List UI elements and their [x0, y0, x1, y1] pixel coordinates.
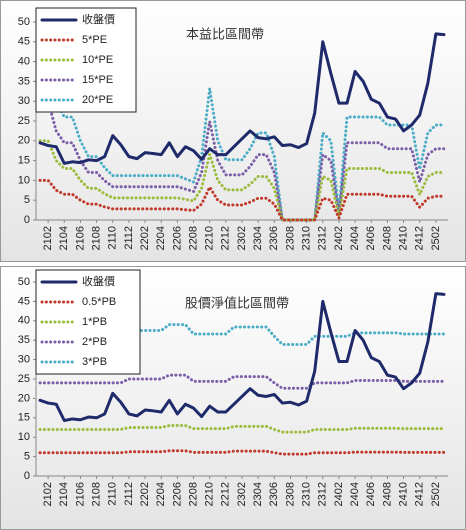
series-line — [38, 178, 446, 222]
y-tick-label: 15 — [18, 155, 30, 167]
x-tick-label: 2308 — [284, 482, 296, 506]
x-tick-label: 2304 — [252, 226, 264, 250]
x-tick-label: 2212 — [220, 226, 232, 250]
y-tick-label: 20 — [18, 135, 30, 147]
x-tick-label: 2406 — [365, 482, 377, 506]
x-tick-label: 2404 — [349, 226, 361, 250]
x-tick-label: 2402 — [333, 482, 345, 506]
x-tick-label: 2104 — [58, 482, 70, 506]
legend-label: 15*PE — [82, 74, 113, 86]
x-tick-label: 2312 — [317, 226, 329, 250]
x-tick-label: 2406 — [365, 226, 377, 250]
chart-title: 股價淨值比區間帶 — [185, 295, 289, 310]
x-tick-label: 2210 — [204, 482, 216, 506]
x-tick-label: 2208 — [187, 482, 199, 506]
x-tick-label: 2402 — [333, 226, 345, 250]
x-tick-label: 2310 — [301, 482, 313, 506]
series-line — [38, 32, 446, 165]
legend-label: 10*PE — [82, 54, 113, 66]
x-tick-label: 2202 — [139, 482, 151, 506]
x-tick-label: 2202 — [139, 226, 151, 250]
series-line — [38, 373, 446, 390]
y-tick-label: 40 — [18, 56, 30, 68]
x-tick-label: 2306 — [268, 482, 280, 506]
x-tick-label: 2204 — [155, 482, 167, 506]
x-tick-label: 2112 — [123, 482, 135, 506]
x-tick-label: 2302 — [236, 482, 248, 506]
y-tick-label: 50 — [18, 16, 30, 28]
x-tick-label: 2412 — [414, 226, 426, 250]
y-tick-label: 30 — [18, 95, 30, 107]
x-tick-label: 2102 — [42, 226, 54, 250]
legend-label: 2*PB — [82, 336, 107, 348]
x-tick-label: 2502 — [430, 482, 442, 506]
y-tick-label: 25 — [18, 115, 30, 127]
y-tick-label: 45 — [18, 36, 30, 48]
x-tick-label: 2310 — [301, 226, 313, 250]
y-tick-label: 10 — [18, 431, 30, 443]
x-tick-label: 2108 — [90, 482, 102, 506]
series-line — [38, 60, 446, 222]
x-tick-label: 2404 — [349, 482, 361, 506]
series-line — [38, 99, 446, 222]
legend-label: 收盤價 — [82, 12, 115, 26]
x-tick-label: 2208 — [187, 226, 199, 250]
x-tick-label: 2410 — [397, 482, 409, 506]
x-tick-label: 2304 — [252, 482, 264, 506]
y-tick-label: 35 — [18, 75, 30, 87]
y-tick-label: 10 — [18, 174, 30, 186]
series-line — [38, 292, 446, 423]
x-tick-label: 2502 — [430, 226, 442, 250]
y-tick-label: 0 — [24, 470, 30, 482]
y-tick-label: 35 — [18, 334, 30, 346]
legend-label: 0.5*PB — [82, 296, 116, 308]
legend-label: 1*PB — [82, 316, 107, 328]
x-tick-label: 2302 — [236, 226, 248, 250]
legend-box — [35, 269, 141, 375]
y-tick-label: 15 — [18, 412, 30, 424]
legend-box — [35, 7, 137, 113]
y-tick-label: 25 — [18, 373, 30, 385]
x-tick-label: 2204 — [155, 226, 167, 250]
x-tick-label: 2210 — [204, 226, 216, 250]
x-tick-label: 2206 — [171, 482, 183, 506]
y-tick-label: 5 — [24, 194, 30, 206]
x-tick-label: 2212 — [220, 482, 232, 506]
legend-label: 5*PE — [82, 34, 107, 46]
x-tick-label: 2104 — [58, 226, 70, 250]
x-tick-label: 2412 — [414, 482, 426, 506]
x-tick-label: 2408 — [381, 482, 393, 506]
y-tick-label: 0 — [24, 214, 30, 226]
y-tick-label: 40 — [18, 315, 30, 327]
x-tick-label: 2408 — [381, 226, 393, 250]
legend-label: 3*PB — [82, 356, 107, 368]
y-tick-label: 5 — [24, 451, 30, 463]
y-tick-label: 30 — [18, 354, 30, 366]
x-tick-label: 2106 — [74, 482, 86, 506]
x-tick-label: 2410 — [397, 226, 409, 250]
legend-label: 20*PE — [82, 94, 113, 106]
x-tick-label: 2108 — [90, 226, 102, 250]
y-tick-label: 50 — [18, 276, 30, 288]
x-tick-label: 2110 — [107, 226, 119, 250]
y-tick-label: 45 — [18, 295, 30, 307]
y-tick-label: 20 — [18, 392, 30, 404]
x-tick-label: 2206 — [171, 226, 183, 250]
x-tick-label: 2102 — [42, 482, 54, 506]
x-tick-label: 2110 — [107, 482, 119, 506]
x-tick-label: 2308 — [284, 226, 296, 250]
legend-label: 收盤價 — [82, 274, 115, 288]
x-tick-label: 2312 — [317, 482, 329, 506]
chart-title: 本益比區間帶 — [186, 26, 264, 41]
x-tick-label: 2306 — [268, 226, 280, 250]
x-tick-label: 2106 — [74, 226, 86, 250]
series-line — [38, 449, 446, 456]
series-line — [38, 424, 446, 434]
x-tick-label: 2112 — [123, 226, 135, 250]
series-line — [38, 139, 446, 222]
